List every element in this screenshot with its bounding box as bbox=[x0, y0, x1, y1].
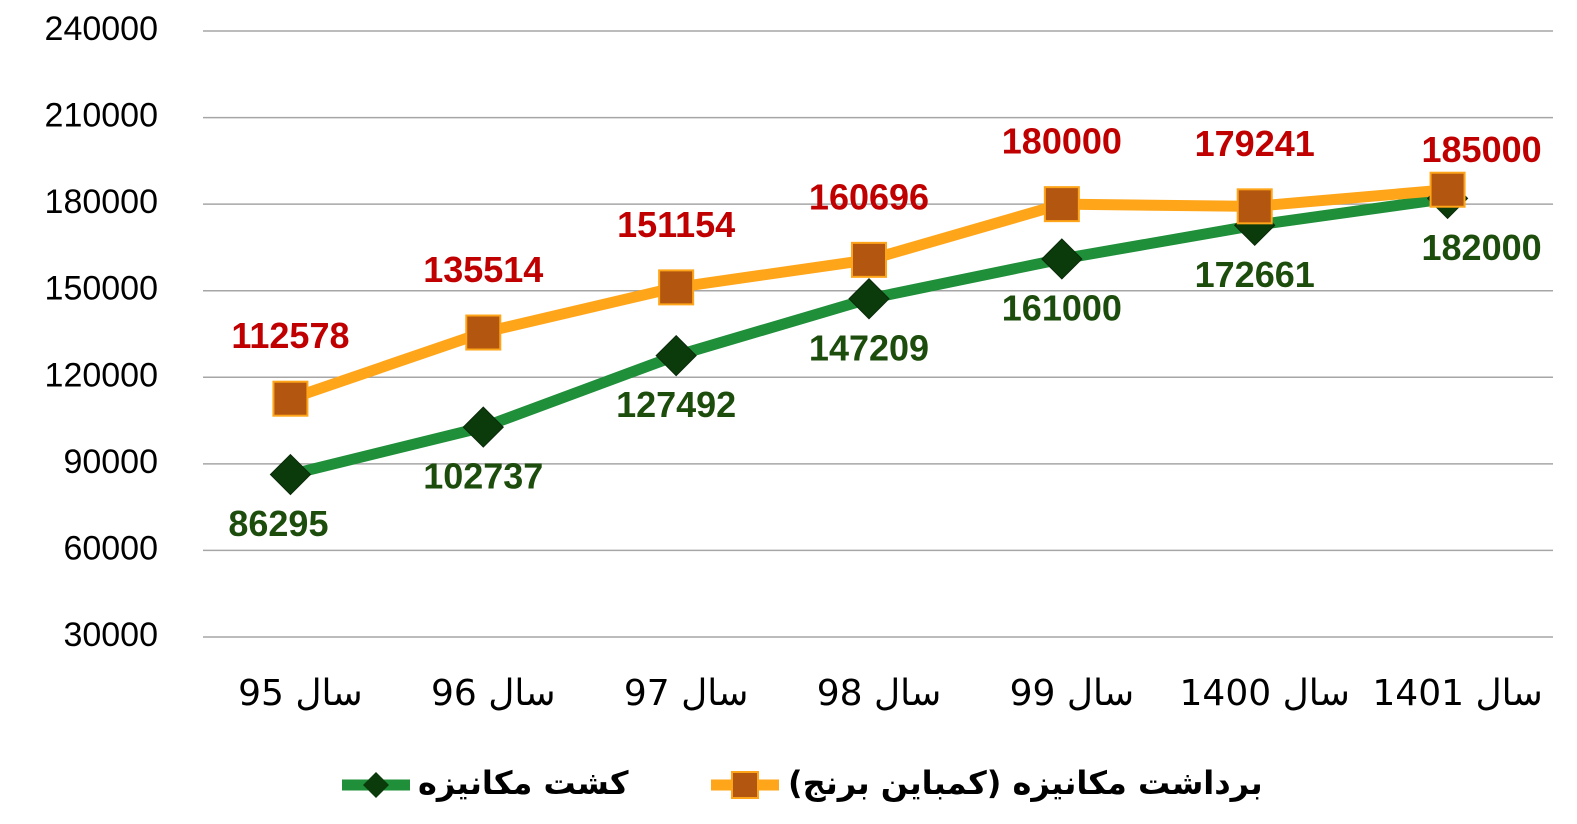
x-tick-label: سال 1401 bbox=[1372, 673, 1542, 714]
data-label: 151154 bbox=[617, 204, 735, 245]
x-tick-label: سال 97 bbox=[624, 673, 749, 714]
data-label: 172661 bbox=[1195, 254, 1315, 295]
y-tick-label: 30000 bbox=[63, 616, 158, 654]
point-marker bbox=[851, 241, 887, 278]
x-tick-label: سال 99 bbox=[1010, 673, 1135, 714]
x-tick-label: سال 98 bbox=[817, 673, 942, 714]
data-label: 161000 bbox=[1002, 287, 1122, 328]
x-tick-label: سال 1400 bbox=[1180, 673, 1350, 714]
y-tick-label: 120000 bbox=[45, 356, 158, 394]
y-tick-label: 60000 bbox=[63, 529, 158, 567]
data-label: 147209 bbox=[809, 327, 929, 368]
point-marker bbox=[658, 269, 695, 306]
point-marker bbox=[655, 334, 697, 377]
point-marker bbox=[1236, 188, 1273, 225]
y-tick-label: 210000 bbox=[45, 97, 158, 135]
legend-marker bbox=[363, 772, 389, 798]
data-label: 182000 bbox=[1422, 227, 1542, 268]
data-label: 185000 bbox=[1422, 129, 1542, 170]
data-label: 180000 bbox=[1002, 121, 1122, 162]
data-label: 135514 bbox=[423, 249, 543, 290]
data-label: 160696 bbox=[809, 176, 929, 217]
point-marker bbox=[269, 453, 312, 496]
data-label: 86295 bbox=[228, 503, 328, 544]
point-marker bbox=[465, 314, 502, 351]
point-marker bbox=[1429, 171, 1466, 208]
point-marker bbox=[272, 380, 309, 417]
data-label: 127492 bbox=[616, 384, 736, 425]
legend-marker bbox=[731, 771, 759, 799]
y-tick-label: 90000 bbox=[63, 443, 158, 481]
data-label: 179241 bbox=[1195, 123, 1315, 164]
point-marker bbox=[1041, 238, 1083, 280]
data-label: 112578 bbox=[231, 315, 349, 356]
point-marker bbox=[462, 406, 504, 448]
x-tick-label: سال 96 bbox=[431, 673, 556, 714]
y-tick-label: 240000 bbox=[45, 10, 158, 48]
point-marker bbox=[1043, 186, 1080, 223]
point-marker bbox=[848, 278, 890, 320]
data-label: 102737 bbox=[423, 456, 543, 497]
x-tick-label: سال 95 bbox=[238, 673, 363, 714]
legend-label: کشت مکانیزه bbox=[418, 764, 629, 802]
y-tick-label: 150000 bbox=[45, 270, 158, 308]
y-tick-label: 180000 bbox=[45, 183, 158, 221]
legend-label: برداشت مکانیزه (کمباین برنج) bbox=[788, 764, 1263, 802]
